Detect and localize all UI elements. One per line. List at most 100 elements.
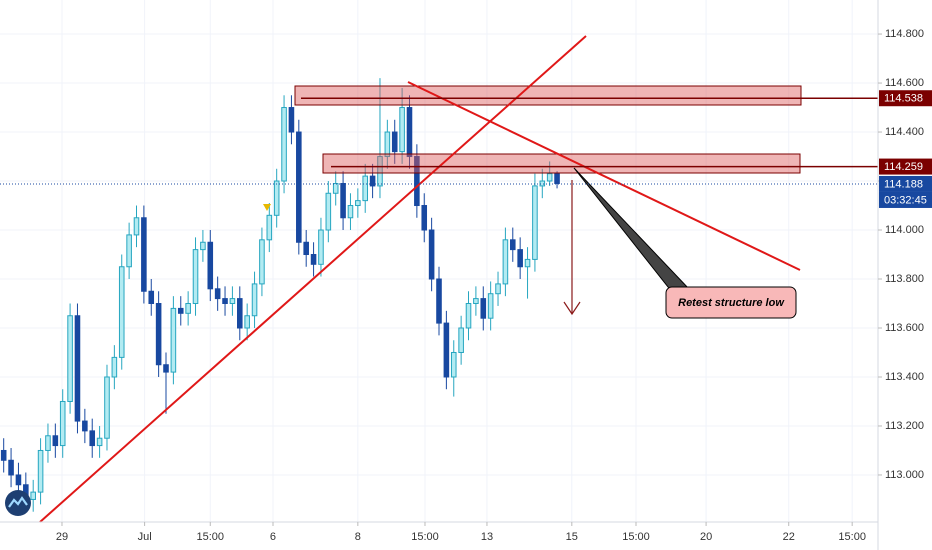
price-tag-label: 114.188 xyxy=(884,178,923,190)
candle-body xyxy=(340,182,346,219)
candle-body xyxy=(118,266,125,358)
candle-body xyxy=(310,254,317,265)
candle-body xyxy=(200,241,206,251)
candle-body xyxy=(192,249,199,304)
candle-body xyxy=(524,258,531,268)
candle-body xyxy=(89,430,96,447)
candle-body xyxy=(126,234,132,268)
countdown-label: 03:32:45 xyxy=(884,194,927,206)
candle-body xyxy=(111,356,118,378)
candle-body xyxy=(325,192,332,231)
candle-body xyxy=(82,420,88,432)
annotation-text: Retest structure low xyxy=(678,297,785,309)
candle-body xyxy=(296,131,302,243)
candle-body xyxy=(377,156,383,187)
structure-zone xyxy=(322,153,801,174)
candle-body xyxy=(185,302,191,314)
candle-body xyxy=(74,315,81,422)
candle-body xyxy=(347,205,354,219)
candle-body xyxy=(421,205,428,231)
resistance-zone xyxy=(294,85,802,106)
candle-body xyxy=(458,327,464,353)
candle-body xyxy=(37,449,44,493)
candle-body xyxy=(30,491,36,500)
candle-body xyxy=(148,290,155,304)
y-tick-label: 113.800 xyxy=(885,273,924,285)
candle-body xyxy=(450,351,457,378)
candle-body xyxy=(45,435,51,451)
candle-body xyxy=(104,376,110,439)
candle-body xyxy=(8,459,14,476)
candle-body xyxy=(52,435,59,447)
price-tag-label: 114.259 xyxy=(884,161,923,173)
drawings: Retest structure low xyxy=(0,35,878,523)
candle-body xyxy=(406,107,413,158)
candle-body xyxy=(428,229,435,280)
candle-body xyxy=(399,107,405,153)
candle-body xyxy=(465,302,472,329)
y-tick-label: 113.000 xyxy=(885,469,924,481)
x-tick-label: 29 xyxy=(56,531,68,543)
candle-body xyxy=(281,107,287,182)
candle-body xyxy=(517,249,523,268)
candle-body xyxy=(532,185,538,260)
candle-body xyxy=(133,217,140,236)
y-tick-label: 114.600 xyxy=(885,77,924,89)
candle-body xyxy=(244,315,250,329)
candle-body xyxy=(303,241,309,256)
candle-body xyxy=(546,173,553,182)
candle-body xyxy=(251,283,258,317)
candle-body xyxy=(229,298,236,304)
candle-body xyxy=(0,449,7,461)
x-tick-label: 13 xyxy=(481,531,493,543)
candle-body xyxy=(369,175,376,187)
candle-body xyxy=(355,200,361,207)
axes: 113.000 113.200 113.400 113.600 113.800 114.0… xyxy=(56,28,932,543)
candle-body xyxy=(495,283,501,295)
candle-body xyxy=(443,322,450,378)
candle-body xyxy=(59,400,66,447)
logo-mark xyxy=(8,496,28,508)
candle-body xyxy=(288,107,295,133)
candle-body xyxy=(155,302,162,366)
candle-body xyxy=(509,239,516,251)
candle-body xyxy=(96,437,103,447)
price-tag xyxy=(879,158,932,175)
x-tick-label: 15:00 xyxy=(838,531,866,543)
y-tick-label: 114.000 xyxy=(885,224,924,236)
y-tick-label: 113.600 xyxy=(885,322,924,334)
x-tick-label: 8 xyxy=(355,531,361,543)
candle-body xyxy=(15,474,22,486)
trend-line xyxy=(39,35,587,523)
candle-body xyxy=(273,180,280,216)
candle-body xyxy=(141,217,147,292)
candle-body xyxy=(259,239,265,285)
x-tick-label: 15:00 xyxy=(197,531,225,543)
candle-body xyxy=(163,364,169,373)
x-tick-label: 15:00 xyxy=(622,531,650,543)
y-tick-label: 113.400 xyxy=(885,371,924,383)
y-tick-label: 114.400 xyxy=(885,126,924,138)
x-tick-label: 20 xyxy=(700,531,712,543)
annotation-box xyxy=(665,286,797,319)
candle-body xyxy=(480,298,487,319)
candle-body xyxy=(214,288,221,300)
x-tick-label: 15 xyxy=(566,531,578,543)
x-tick-label: Jul xyxy=(138,531,152,543)
candle-body xyxy=(332,182,339,194)
x-tick-label: 15:00 xyxy=(411,531,439,543)
candle-body xyxy=(207,241,214,290)
candle-body xyxy=(391,131,398,153)
candle-body xyxy=(487,293,494,319)
candle-body xyxy=(502,239,509,285)
candle-body xyxy=(266,214,273,241)
price-tag xyxy=(879,175,932,192)
x-tick-label: 22 xyxy=(783,531,795,543)
candle-body xyxy=(436,278,442,324)
countdown-tag xyxy=(879,191,932,208)
x-tick-label: 6 xyxy=(270,531,276,543)
arrow-head xyxy=(563,301,581,316)
price-tag xyxy=(879,90,932,107)
